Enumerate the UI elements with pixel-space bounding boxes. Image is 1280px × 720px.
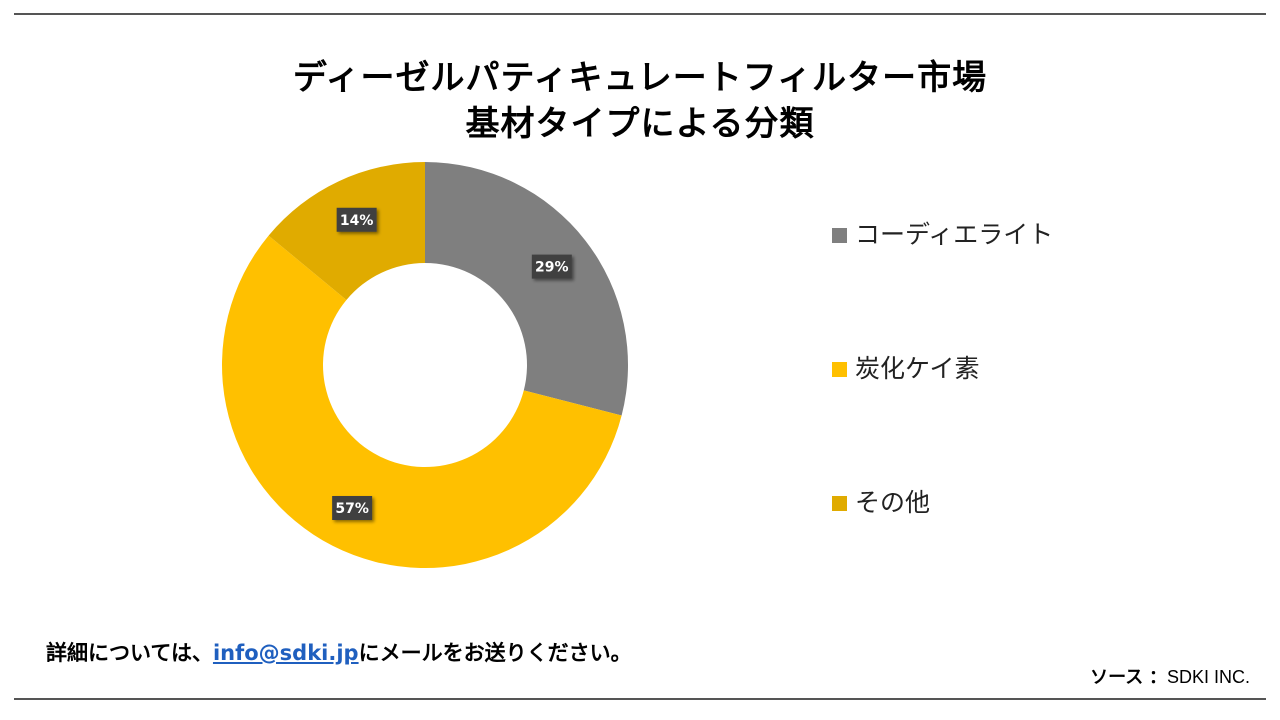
legend-swatch-1 (832, 227, 847, 243)
data-label-text-1: 29% (535, 260, 569, 276)
data-label-box-1 (531, 254, 572, 279)
legend-label-1: コーディエライト (855, 220, 1054, 249)
legend-item-1: コーディエライト (832, 218, 1053, 252)
source-value: SDKI INC. (1166, 667, 1250, 687)
legend-label-3: その他 (855, 488, 931, 517)
bottom-divider (14, 698, 1266, 700)
data-label-text-3: 14% (340, 213, 374, 229)
contact-note-suffix: にメールをお送りください。 (358, 641, 632, 665)
legend-item-2: 炭化ケイ素 (832, 352, 980, 386)
donut-slice-2 (221, 235, 622, 569)
data-label-text-2: 57% (335, 501, 369, 517)
legend-swatch-3 (832, 495, 847, 511)
source-separator: ： (1148, 667, 1167, 688)
legend-swatch-2 (832, 361, 847, 377)
top-divider (14, 13, 1266, 15)
legend-label-2: 炭化ケイ素 (855, 354, 980, 383)
chart-title-line2: 基材タイプによる分類 (465, 104, 815, 144)
contact-email-link[interactable]: info@sdki.jp (212, 641, 359, 665)
data-label-2: 57% (332, 496, 373, 521)
contact-note-prefix: 詳細については、 (46, 641, 213, 665)
data-label-3: 14% (336, 207, 377, 232)
legend-item-3: その他 (832, 486, 930, 520)
data-label-box-2 (332, 496, 373, 521)
data-label-1: 29% (531, 254, 572, 279)
data-label-box-3 (336, 207, 377, 232)
contact-note: 詳細については、info@sdki.jpにメールをお送りください。 (46, 638, 632, 668)
source-label: ソース (1090, 667, 1144, 688)
donut-slice-1 (425, 162, 628, 416)
source-credit: ソース ：SDKI INC. (1090, 664, 1250, 691)
chart-title-line1: ディーゼルパティキュレートフィルター市場 (292, 58, 988, 98)
